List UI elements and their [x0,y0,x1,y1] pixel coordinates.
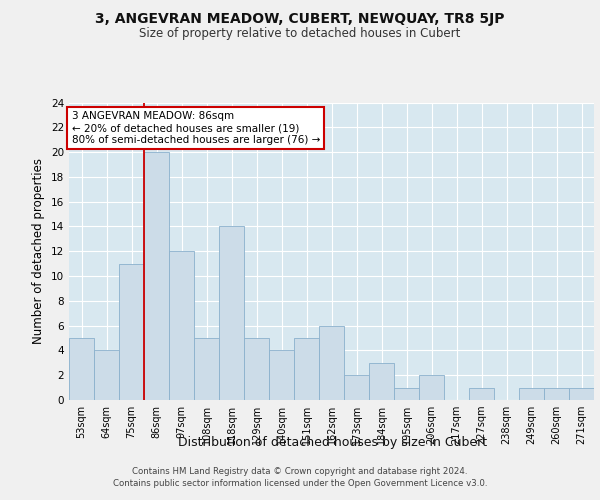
Bar [94,350,119,400]
Text: Contains public sector information licensed under the Open Government Licence v3: Contains public sector information licen… [113,479,487,488]
Bar [519,388,544,400]
Bar [469,388,494,400]
Text: 3, ANGEVRAN MEADOW, CUBERT, NEWQUAY, TR8 5JP: 3, ANGEVRAN MEADOW, CUBERT, NEWQUAY, TR8… [95,12,505,26]
Bar [544,388,569,400]
Bar [169,252,194,400]
Text: Size of property relative to detached houses in Cubert: Size of property relative to detached ho… [139,28,461,40]
Bar [194,338,219,400]
Bar [269,350,294,400]
Bar [369,363,394,400]
Bar [119,264,144,400]
Bar [319,326,344,400]
Bar [419,375,444,400]
Bar [144,152,169,400]
Bar [69,338,94,400]
Bar [294,338,319,400]
Bar [344,375,369,400]
Text: Distribution of detached houses by size in Cubert: Distribution of detached houses by size … [178,436,488,449]
Text: 3 ANGEVRAN MEADOW: 86sqm
← 20% of detached houses are smaller (19)
80% of semi-d: 3 ANGEVRAN MEADOW: 86sqm ← 20% of detach… [71,112,320,144]
Bar [394,388,419,400]
Bar [569,388,594,400]
Bar [244,338,269,400]
Text: Contains HM Land Registry data © Crown copyright and database right 2024.: Contains HM Land Registry data © Crown c… [132,467,468,476]
Y-axis label: Number of detached properties: Number of detached properties [32,158,46,344]
Bar [219,226,244,400]
